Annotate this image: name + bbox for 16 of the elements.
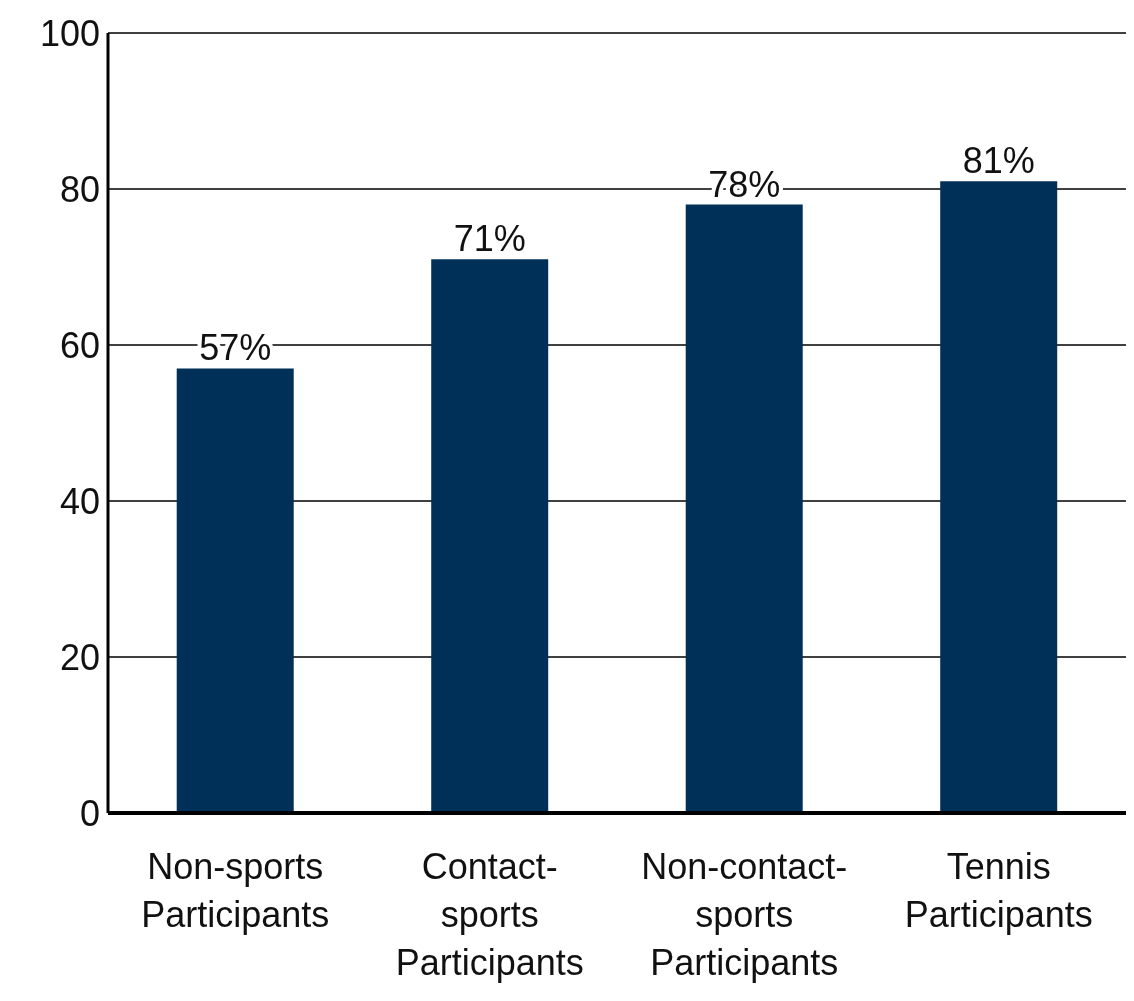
data-label: 71% <box>453 218 526 260</box>
bar <box>685 204 803 813</box>
y-tick-label: 0 <box>79 792 100 834</box>
y-tick-label: 60 <box>59 324 100 366</box>
bar <box>176 368 294 813</box>
x-tick-label: Contact-sports Participants <box>395 846 584 983</box>
bar <box>940 181 1058 813</box>
data-label: 81% <box>962 140 1035 182</box>
x-tick-label: Non-contact-sports Participants <box>641 846 848 983</box>
y-tick-label: 100 <box>39 12 100 54</box>
y-tick-label: 20 <box>59 636 100 678</box>
y-tick-label: 40 <box>59 480 100 522</box>
x-tick-label: Tennis Participants <box>904 846 1093 935</box>
y-tick-label: 80 <box>59 168 100 210</box>
x-tick-label: Non-sports Participants <box>141 846 330 935</box>
bar <box>431 259 549 813</box>
